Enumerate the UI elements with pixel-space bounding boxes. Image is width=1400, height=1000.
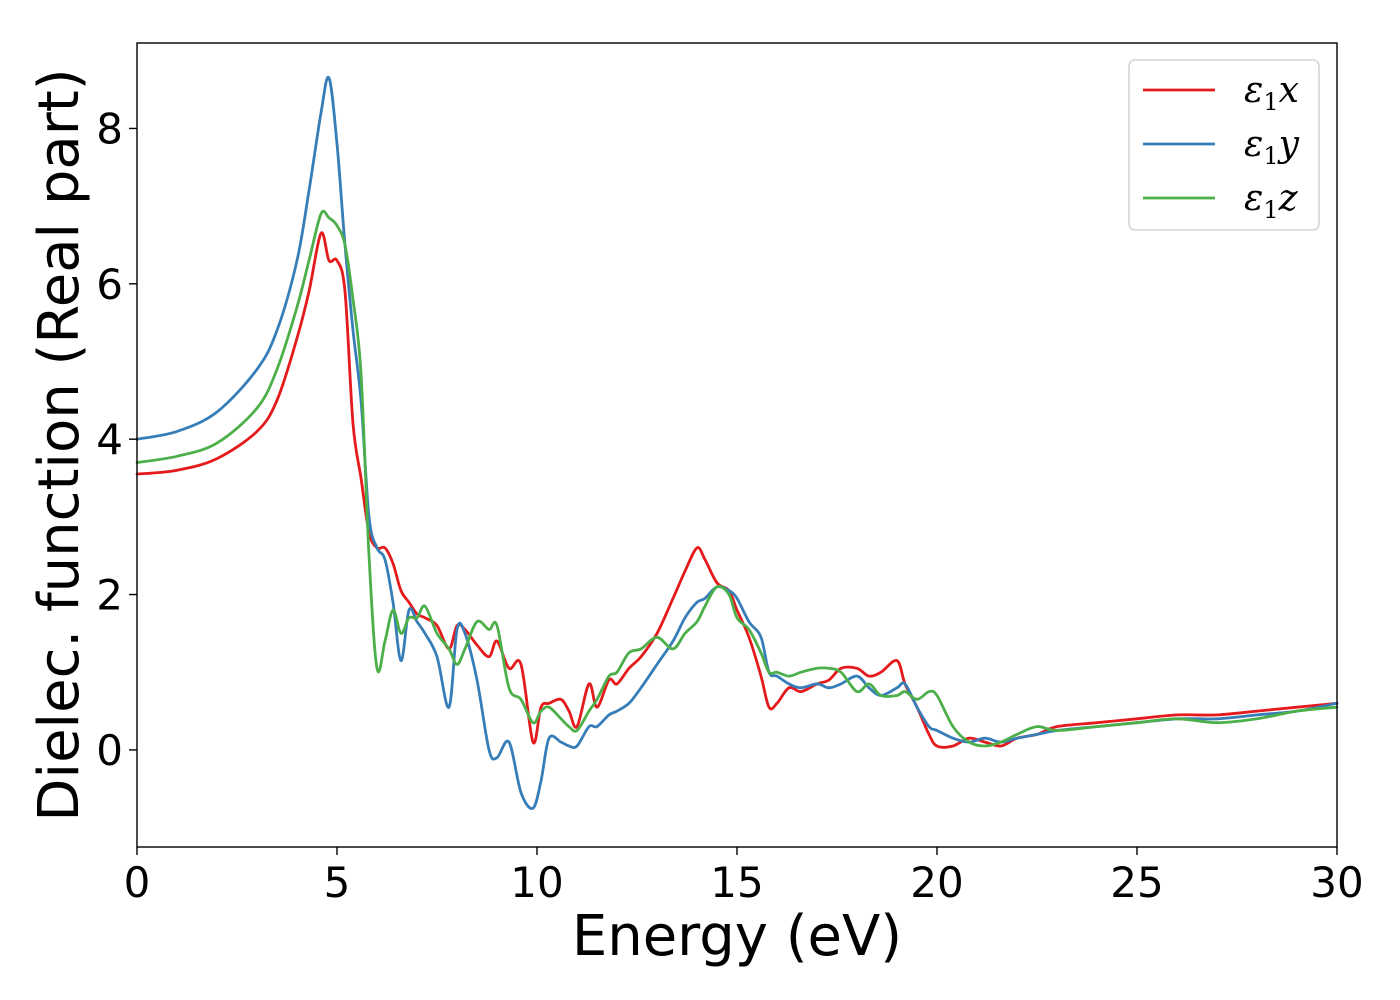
legend-items: ε1x ε1y ε1z [1143, 70, 1300, 224]
y-tick-label: 4 [96, 415, 123, 464]
x-tick-label: 25 [1110, 858, 1163, 907]
x-tick-label: 0 [124, 858, 151, 907]
x-tick-label: 20 [910, 858, 963, 907]
x-axis: 0 5 10 15 20 25 30 [124, 847, 1364, 907]
x-axis-label: Energy (eV) [572, 904, 902, 969]
y-tick-label: 6 [96, 260, 123, 309]
legend-label-y: ε1y [1244, 124, 1300, 170]
y-tick-label: 2 [96, 571, 123, 620]
x-tick-label: 15 [710, 858, 763, 907]
series-line-z [135, 209, 1339, 748]
x-tick-label: 5 [324, 858, 351, 907]
series-layer [135, 75, 1339, 810]
y-axis-label: Dielec. function (Real part) [27, 68, 92, 821]
legend-box [1128, 59, 1320, 231]
legend-label-x: ε1x [1244, 70, 1299, 116]
legend: ε1x ε1y ε1z [1128, 59, 1320, 231]
x-tick-label: 30 [1310, 858, 1363, 907]
y-tick-label: 0 [96, 726, 123, 775]
y-axis: 0 2 4 6 8 [96, 104, 137, 775]
series-line-x [135, 231, 1339, 749]
legend-label-z: ε1z [1244, 178, 1299, 224]
x-tick-label: 10 [510, 858, 563, 907]
y-tick-label: 8 [96, 104, 123, 153]
